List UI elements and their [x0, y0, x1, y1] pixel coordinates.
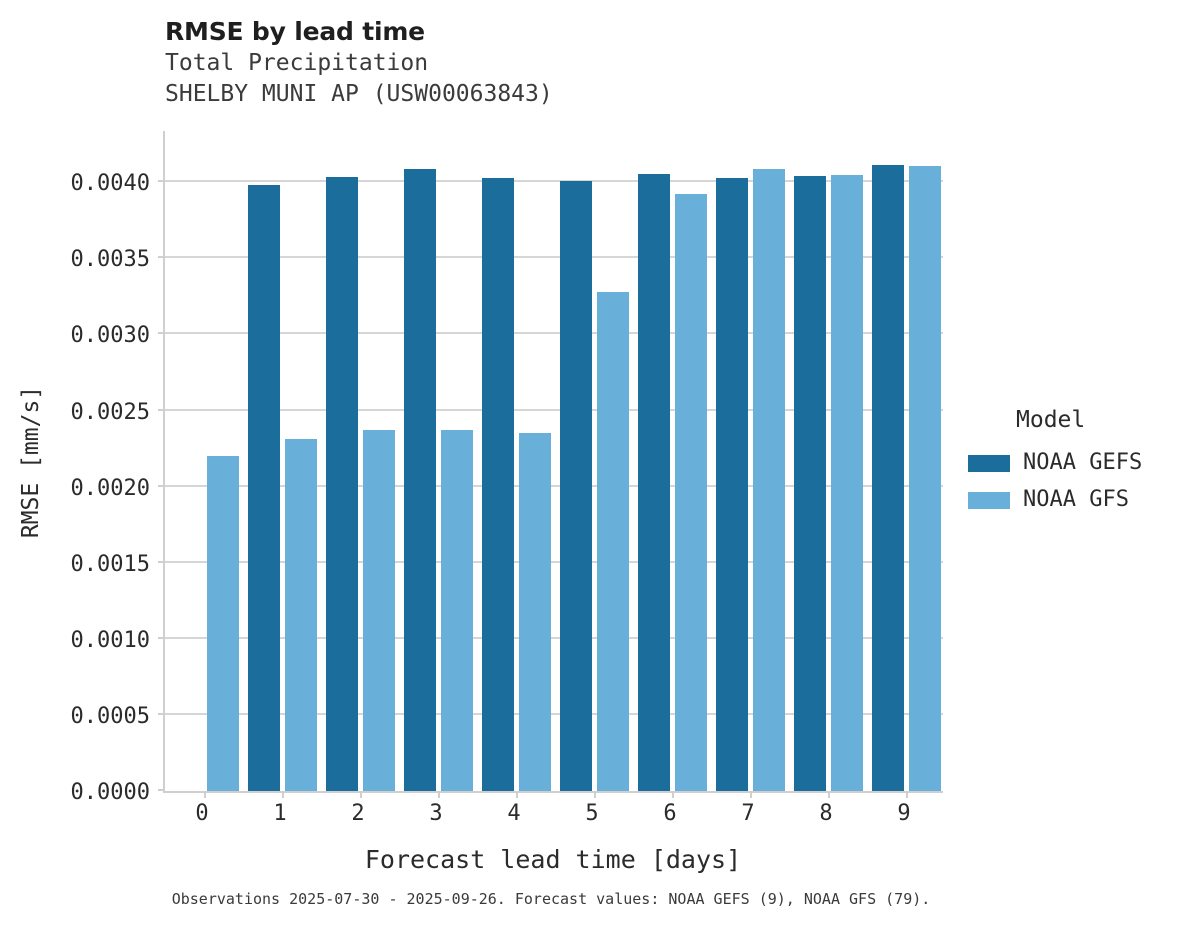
legend-label: NOAA GEFS	[1023, 450, 1143, 475]
y-axis-tick	[158, 484, 165, 487]
chart-subtitle-variable: Total Precipitation	[165, 50, 429, 76]
x-axis-tick-label: 4	[507, 801, 521, 826]
legend-item[interactable]: NOAA GFS	[968, 485, 1173, 515]
x-axis-tick	[750, 791, 752, 798]
bar	[596, 291, 629, 791]
bar	[362, 430, 395, 791]
bar	[908, 165, 941, 791]
y-axis-tick	[158, 332, 165, 335]
bar	[284, 439, 317, 791]
x-axis-tick-label: 2	[351, 801, 365, 826]
legend-item[interactable]: NOAA GEFS	[968, 448, 1173, 478]
chart-subtitle-station: SHELBY MUNI AP (USW00063843)	[165, 81, 553, 107]
x-axis-tick	[906, 791, 908, 798]
x-axis-tick	[516, 791, 518, 798]
y-axis-tick	[158, 712, 165, 715]
y-axis-tick	[158, 560, 165, 563]
bar	[247, 184, 280, 791]
y-axis-tick-label: 0.0025	[70, 399, 150, 425]
x-axis-tick-label: 7	[741, 801, 755, 826]
bar	[752, 169, 785, 791]
title-block: RMSE by lead time Total Precipitation SH…	[165, 16, 965, 110]
bar	[637, 173, 670, 791]
plot-area	[158, 131, 943, 798]
x-axis-tick	[594, 791, 596, 798]
bar	[674, 193, 707, 791]
bar	[830, 175, 863, 791]
x-axis-title: Forecast lead time [days]	[364, 845, 742, 874]
bar	[871, 164, 904, 791]
legend-title: Model	[1016, 407, 1086, 433]
x-axis-tick	[672, 791, 674, 798]
x-axis-tick	[438, 791, 440, 798]
y-axis-title: RMSE [mm/s]	[18, 385, 44, 539]
bar	[793, 176, 826, 791]
y-axis-tick-label: 0.0015	[70, 551, 150, 577]
y-axis-tick-label: 0.0010	[70, 627, 150, 653]
legend-entries: NOAA GEFS NOAA GFS	[968, 448, 1173, 515]
x-axis-tick-label: 6	[663, 801, 677, 826]
x-axis-tick-label: 8	[819, 801, 833, 826]
y-axis-tick-label: 0.0030	[70, 323, 150, 349]
bar	[481, 177, 514, 791]
footer-note: Observations 2025-07-30 - 2025-09-26. Fo…	[171, 890, 931, 908]
y-axis-tick-label: 0.0005	[70, 703, 150, 729]
x-axis-tick	[360, 791, 362, 798]
x-axis-tick-label: 9	[897, 801, 911, 826]
legend-swatch	[968, 454, 1010, 472]
bar	[403, 169, 436, 791]
y-axis-tick-label: 0.0000	[70, 780, 150, 805]
y-axis-tick-label: 0.0035	[70, 247, 150, 273]
legend-swatch	[968, 491, 1010, 509]
y-axis-tick	[158, 636, 165, 639]
bar	[518, 433, 551, 791]
x-axis-tick	[204, 791, 206, 798]
bar	[325, 176, 358, 791]
chart-title: RMSE by lead time	[165, 17, 425, 46]
bar	[440, 430, 473, 791]
bar	[206, 456, 239, 791]
y-axis-tick	[158, 789, 165, 791]
x-axis-tick-label: 5	[585, 801, 599, 826]
x-axis-tick	[282, 791, 284, 798]
x-axis-tick-label: 1	[273, 801, 287, 826]
y-axis-tick	[158, 180, 165, 183]
bar	[559, 180, 592, 791]
x-axis-tick-labels: 0 1 2 3 4 5 6 7 8 9	[163, 800, 943, 840]
legend: Model NOAA GEFS NOAA GFS	[968, 405, 1173, 522]
y-axis-tick-label: 0.0020	[70, 475, 150, 501]
bars-layer	[165, 131, 943, 798]
legend-label: NOAA GFS	[1023, 487, 1129, 512]
y-axis-tick-labels: 0.0000 0.0005 0.0010 0.0015 0.0020 0.0025 0.00…	[0, 131, 150, 804]
x-axis-tick-label: 3	[429, 801, 443, 826]
x-axis-tick-label: 0	[195, 801, 209, 826]
y-axis-tick-label: 0.0040	[70, 171, 150, 197]
y-axis-tick	[158, 256, 165, 259]
x-axis-tick	[828, 791, 830, 798]
y-axis-tick	[158, 408, 165, 411]
bar	[715, 177, 748, 791]
